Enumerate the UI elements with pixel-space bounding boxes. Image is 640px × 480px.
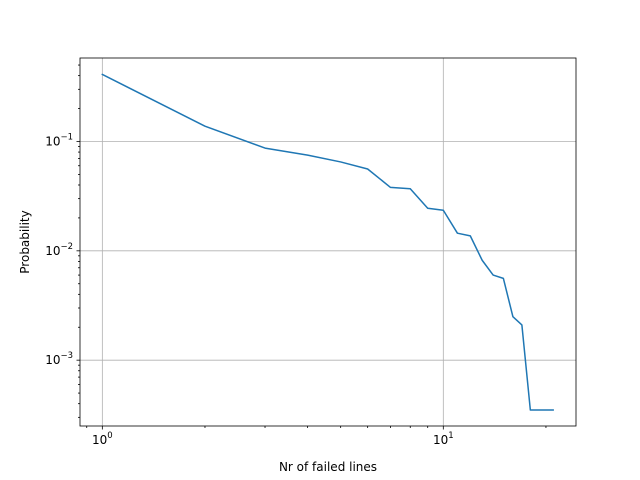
- y-tick-exponent: −1: [60, 132, 73, 142]
- y-tick-label: 10−1: [45, 132, 73, 148]
- x-axis-label: Nr of failed lines: [279, 460, 377, 474]
- y-tick-label: 10−3: [45, 351, 73, 367]
- y-tick-exponent: −3: [60, 351, 73, 361]
- grid: [80, 58, 576, 426]
- plot-frame: [79, 57, 577, 427]
- y-tick-base: 10: [45, 244, 60, 258]
- y-tick-base: 10: [45, 134, 60, 148]
- x-tick-exponent: 0: [107, 431, 112, 441]
- x-tick-base: 10: [433, 433, 448, 447]
- y-tick-label: 10−2: [45, 242, 73, 258]
- y-tick-exponent: −2: [60, 242, 73, 252]
- x-tick-label: 101: [433, 431, 454, 447]
- y-axis-label: Probability: [18, 210, 32, 273]
- series-line: [101, 73, 554, 411]
- y-tick-base: 10: [45, 353, 60, 367]
- x-tick-base: 10: [92, 433, 107, 447]
- series-group: [101, 73, 554, 411]
- x-tick-label: 100: [92, 431, 113, 447]
- x-tick-exponent: 1: [448, 431, 453, 441]
